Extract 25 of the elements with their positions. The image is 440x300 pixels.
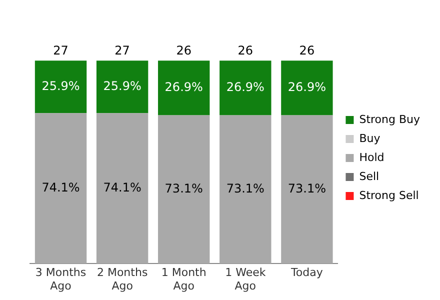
- annotation: 27: [53, 44, 68, 58]
- x-tick-label: 3 Months Ago: [35, 266, 86, 292]
- data-label: 26.9%: [226, 80, 264, 94]
- legend-label: Buy: [359, 132, 381, 145]
- legend-label: Strong Buy: [359, 112, 420, 126]
- x-tick-label: Today: [290, 266, 324, 280]
- data-label: 74.1%: [42, 180, 80, 195]
- legend-label: Sell: [359, 170, 380, 183]
- x-tick-label: 1 Month Ago: [161, 266, 206, 292]
- annotation: 26: [176, 44, 192, 58]
- data-label: 25.9%: [103, 79, 142, 94]
- data-label: 73.1%: [226, 182, 264, 196]
- data-label: 74.1%: [103, 180, 142, 195]
- legend-label: Strong Sell: [359, 188, 419, 202]
- x-tick-label: 1 Week Ago: [225, 266, 266, 292]
- data-label: 25.9%: [42, 79, 80, 94]
- data-label: 26.9%: [288, 80, 326, 94]
- annotation: 26: [238, 44, 254, 58]
- annotation: 26: [299, 44, 315, 58]
- data-label: 73.1%: [288, 182, 326, 196]
- legend-label: Hold: [359, 150, 384, 164]
- data-label: 26.9%: [164, 80, 203, 94]
- x-tick-label: 2 Months Ago: [96, 266, 148, 292]
- annotation: 27: [114, 44, 130, 58]
- data-label: 73.1%: [164, 182, 203, 196]
